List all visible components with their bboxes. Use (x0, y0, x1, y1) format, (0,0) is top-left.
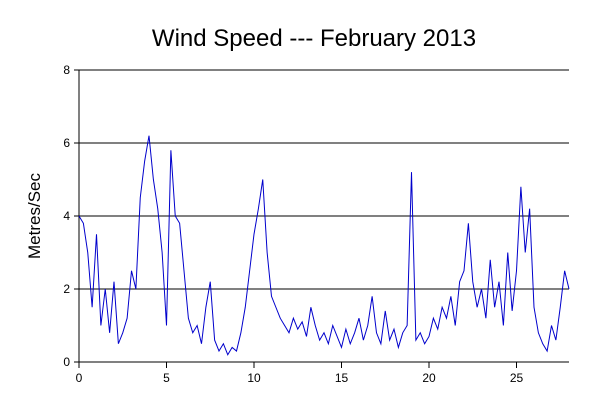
x-tick-label: 10 (247, 371, 261, 385)
line-series (78, 135, 570, 356)
x-tick-label: 15 (335, 371, 349, 385)
y-axis-label: Metres/Sec (25, 173, 44, 259)
chart-title: Wind Speed --- February 2013 (152, 25, 476, 52)
y-tick-label: 4 (63, 209, 70, 223)
x-tick-label: 0 (76, 371, 83, 385)
y-tick-label: 8 (63, 63, 70, 77)
y-tick-label: 6 (63, 136, 70, 150)
x-tick-label: 25 (510, 371, 524, 385)
x-tick-label: 5 (163, 371, 170, 385)
y-tick-label: 0 (63, 355, 70, 369)
x-tick-label: 20 (422, 371, 436, 385)
y-tick-label: 2 (63, 282, 70, 296)
